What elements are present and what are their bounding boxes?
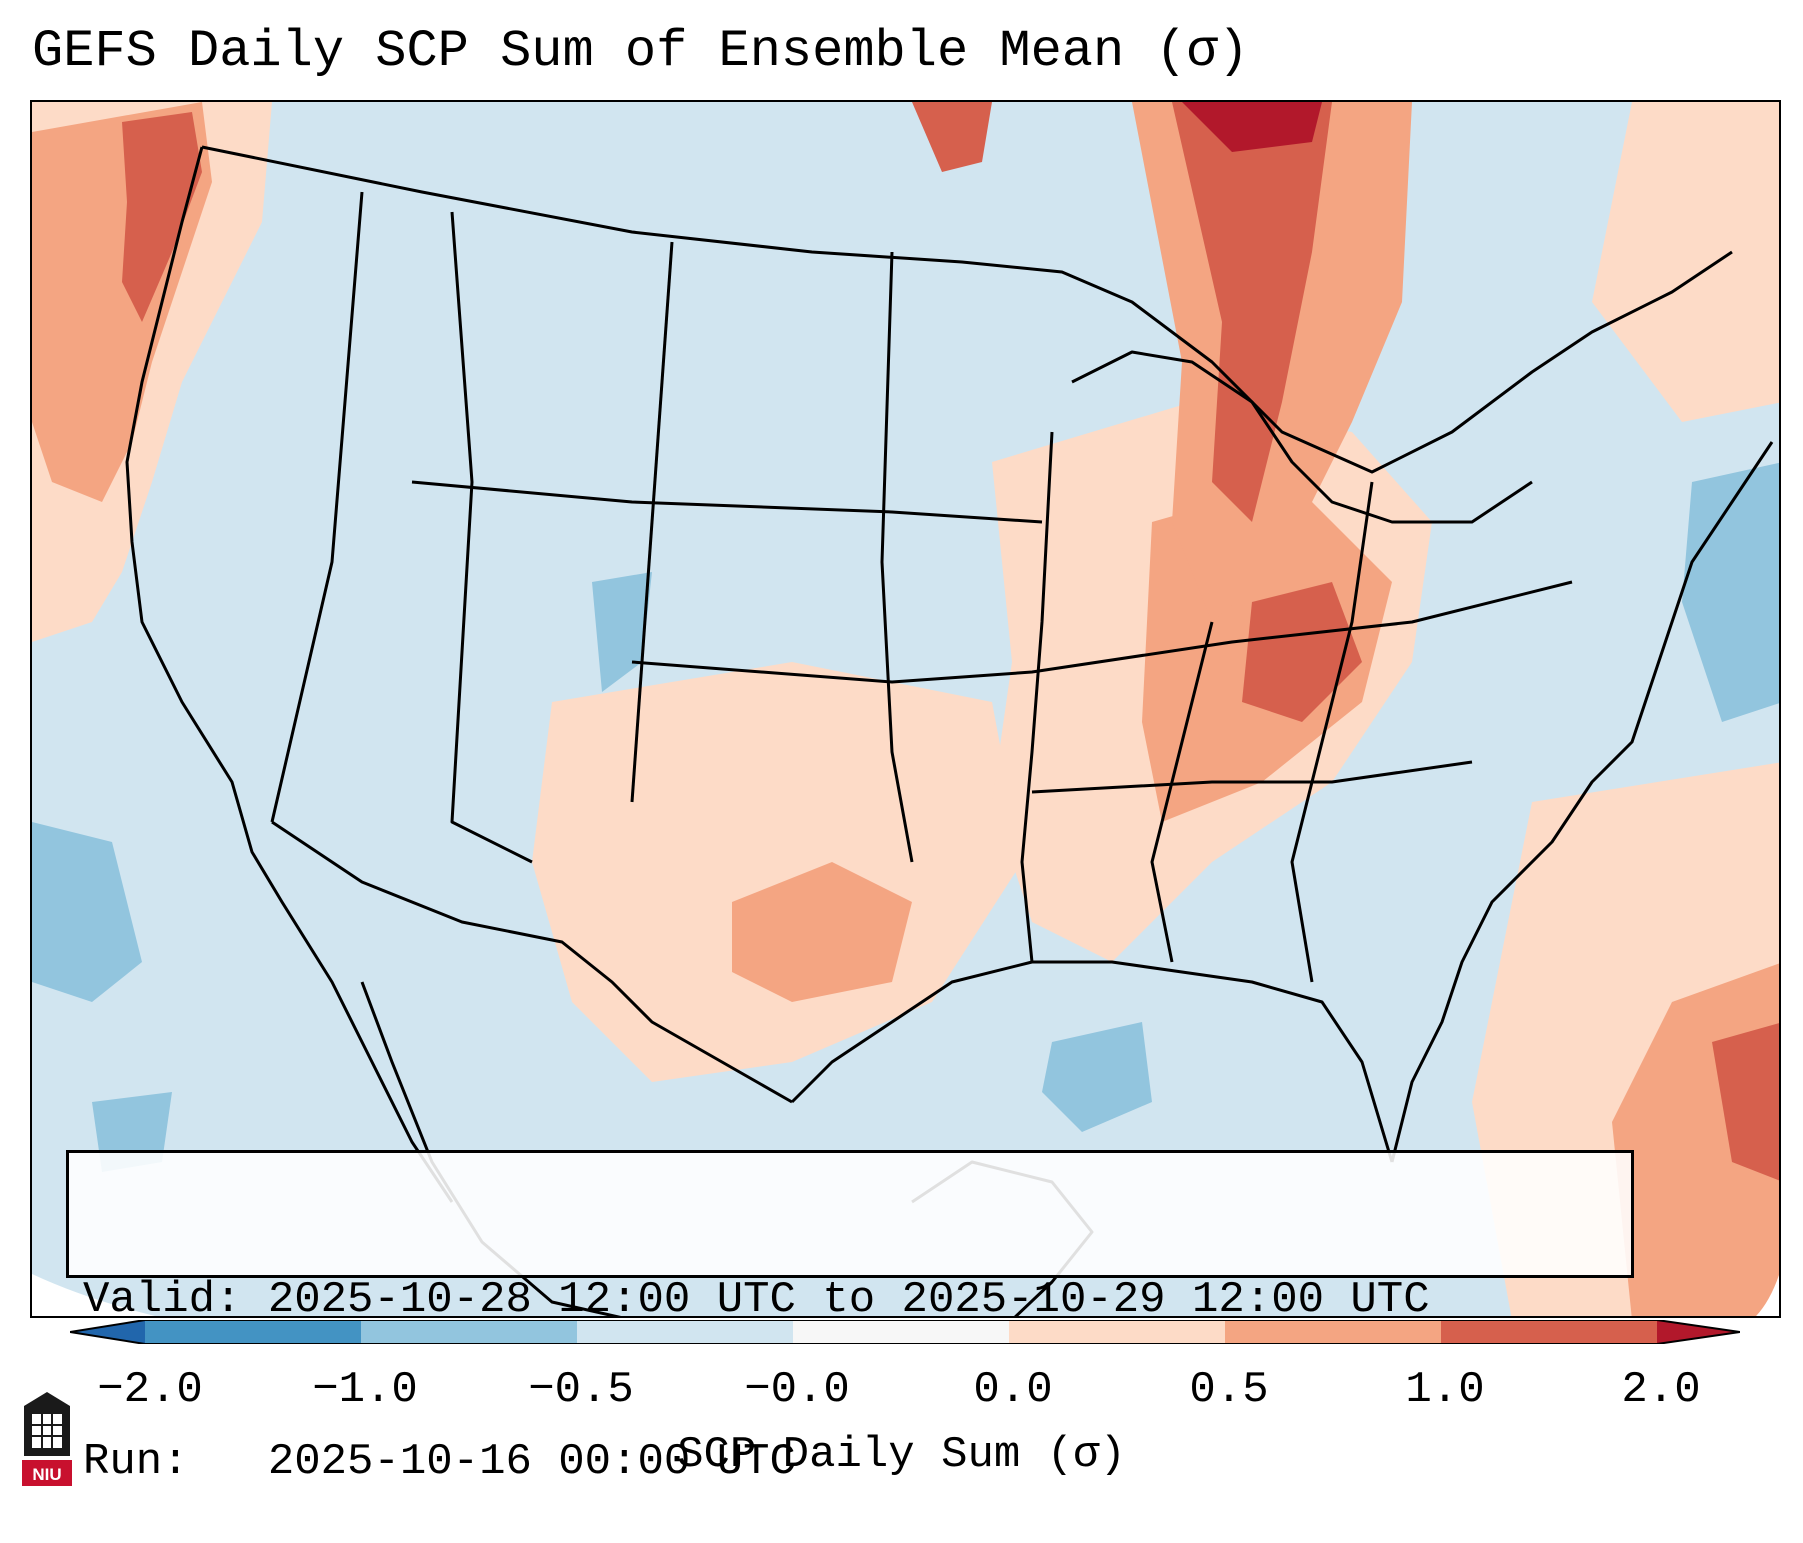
colorbar-tick-labels: −2.0 −1.0 −0.5 −0.0 0.0 0.5 1.0 2.0 — [0, 1365, 1803, 1415]
colorbar-axis-label: SCP Daily Sum (σ) — [677, 1430, 1126, 1480]
field-region-great-lakes-core — [1172, 102, 1332, 522]
gulf-coastline — [790, 960, 1394, 1163]
scp-field-layer — [32, 102, 1779, 1316]
colorbar-bin-2 — [361, 1320, 577, 1344]
colorbar-under-arrow — [70, 1320, 145, 1344]
field-region-pacific-nw-core — [122, 112, 202, 322]
us-mexico-border — [271, 820, 793, 1104]
state-line-great-plains — [630, 241, 674, 803]
state-line-central-plains — [880, 251, 914, 863]
colorbar-tick-label: 0.0 — [973, 1365, 1053, 1415]
colorbar-tick-label: 2.0 — [1621, 1365, 1701, 1415]
field-region-atlantic-core — [1712, 1023, 1779, 1181]
map-title: GEFS Daily SCP Sum of Ensemble Mean (σ) — [32, 22, 1249, 81]
colorbar-tick-label: −2.0 — [97, 1365, 203, 1415]
field-region-ne-atlantic-negative — [1682, 462, 1779, 722]
field-region-texas-core — [732, 862, 912, 1002]
colorbar-tick-label: −0.5 — [528, 1365, 634, 1415]
atlantic-coastline — [1390, 441, 1774, 1163]
domain-corner-left — [32, 1274, 156, 1316]
state-line-36-30 — [631, 580, 1573, 684]
colorbar-bin-3 — [577, 1320, 793, 1344]
valid-run-info-box: Valid: 2025-10-28 12:00 UTC to 2025-10-2… — [66, 1150, 1634, 1487]
state-line-mountain — [450, 211, 533, 864]
colorbar-bin-1 — [145, 1320, 361, 1344]
field-region-hudson — [912, 102, 992, 172]
field-region-maritimes — [1592, 102, 1779, 422]
colorbar-tick-label: −1.0 — [312, 1365, 418, 1415]
field-region-southern-plains — [532, 662, 1022, 1082]
state-line-mississippi — [1020, 431, 1054, 963]
field-region-ohio-valley-core — [1242, 582, 1362, 722]
state-line-appalachian — [1290, 481, 1374, 983]
niu-logo: NIU — [22, 1392, 72, 1486]
niu-logo-text: NIU — [32, 1465, 61, 1484]
colorbar-bin-6 — [1225, 1320, 1441, 1344]
map-panel — [30, 100, 1781, 1318]
colorbar-bin-7 — [1441, 1320, 1657, 1344]
field-region-gulf-negative — [1042, 1022, 1152, 1132]
state-line-rockies — [270, 191, 364, 823]
state-line-ohio — [1150, 621, 1214, 963]
domain-corner-right — [1756, 1274, 1779, 1316]
great-lakes-shore — [1071, 350, 1533, 524]
colorbar-bin-5 — [1009, 1320, 1225, 1344]
colorbar-over-arrow — [1657, 1320, 1740, 1344]
run-time-text: Run: 2025-10-16 00:00 UTC — [83, 1437, 796, 1487]
state-line-southeast — [1031, 760, 1473, 794]
state-line-40n — [411, 480, 1043, 524]
colorbar-tick-label: −0.0 — [744, 1365, 850, 1415]
map-svg — [32, 102, 1779, 1316]
colorbar-tick-label: 1.0 — [1405, 1365, 1485, 1415]
colorbar-bin-4 — [793, 1320, 1009, 1344]
field-region-pacific-negative — [32, 822, 142, 1002]
valid-time-text: Valid: 2025-10-28 12:00 UTC to 2025-10-2… — [83, 1275, 1430, 1325]
colorbar-tick-label: 0.5 — [1189, 1365, 1269, 1415]
pacific-coastline — [125, 146, 454, 1203]
us-canada-border — [201, 145, 1733, 474]
colorbar — [70, 1320, 1740, 1344]
field-region-canada-max — [1182, 102, 1322, 152]
